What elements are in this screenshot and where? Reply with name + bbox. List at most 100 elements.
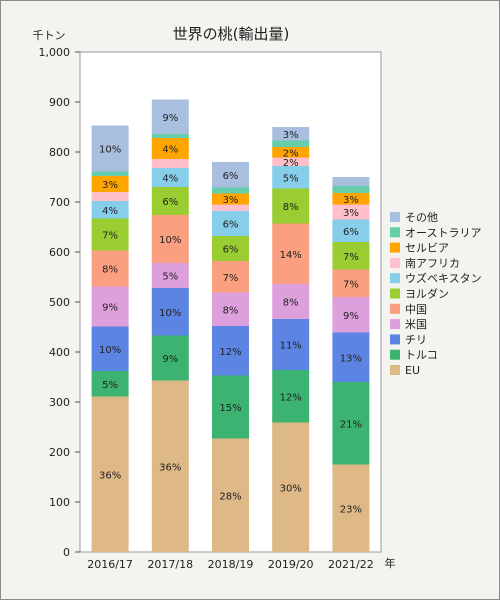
bar-segment-2-3 xyxy=(212,375,249,439)
legend-swatch xyxy=(390,303,400,314)
y-tick-label: 1,000 xyxy=(39,46,71,59)
bar-data-label: 9% xyxy=(162,113,178,124)
bar-data-label: 12% xyxy=(219,347,241,358)
chart-title: 世界の桃(輸出量) xyxy=(173,25,290,43)
bar-data-label: 28% xyxy=(219,491,241,502)
bar-segment-4-1 xyxy=(91,286,129,327)
bar-segment-1-2 xyxy=(151,380,189,552)
bar-segment-4-5 xyxy=(332,297,370,333)
bar-segment-9-2 xyxy=(151,138,189,159)
bar-segment-4-2 xyxy=(151,263,189,288)
bar-segment-6-4 xyxy=(272,188,310,224)
bar-data-label: 9% xyxy=(343,311,359,322)
x-tick-label: 2019/20 xyxy=(268,558,314,571)
y-tick-label: 900 xyxy=(49,96,70,109)
bar-data-label: 5% xyxy=(102,380,118,391)
bar-segment-11-4 xyxy=(272,127,310,141)
bar-data-label: 4% xyxy=(162,145,178,156)
bar-data-label: 9% xyxy=(162,354,178,365)
bar-segment-4-4 xyxy=(272,284,310,319)
bar-segment-6-5 xyxy=(332,242,370,270)
bar-segment-5-3 xyxy=(212,261,249,293)
bar-data-label: 10% xyxy=(99,345,121,356)
bar-data-label: 7% xyxy=(343,279,359,290)
legend-swatch xyxy=(390,349,400,360)
bar-segment-11-5 xyxy=(332,177,370,186)
bar-segment-7-1 xyxy=(91,201,129,219)
legend-label: 中国 xyxy=(405,303,427,316)
bar-data-label: 6% xyxy=(343,227,359,238)
bar-segment-9-5 xyxy=(332,193,370,205)
bars-group: 36% 5% 10% 9% 8% 7% 4% 3% 10% 36% 9% 10% 5% 10% 6% 4% 4%… xyxy=(91,99,370,552)
bar-segment-6-1 xyxy=(91,218,129,251)
bar-segment-2-1 xyxy=(91,371,129,397)
y-tick-label: 0 xyxy=(63,546,70,559)
bar-segment-8-4 xyxy=(272,157,310,166)
bar-segment-7-3 xyxy=(212,211,249,236)
bar-segment-3-1 xyxy=(91,326,129,371)
bar-data-label: 10% xyxy=(159,308,181,319)
bar-data-label: 4% xyxy=(102,206,118,217)
bar-data-label: 11% xyxy=(280,341,302,352)
legend-swatch xyxy=(390,257,400,268)
legend-label: 南アフリカ xyxy=(405,257,460,270)
bar-segment-1-3 xyxy=(212,438,249,552)
bar-data-label: 12% xyxy=(280,392,302,403)
legend-label: ヨルダン xyxy=(405,287,449,301)
legend-swatch xyxy=(390,319,400,330)
bar-segment-9-1 xyxy=(91,176,129,192)
bar-segment-8-2 xyxy=(151,159,189,168)
bar-data-label: 13% xyxy=(340,353,362,364)
legend-label: EU xyxy=(405,364,420,377)
bar-segment-6-2 xyxy=(151,187,189,215)
bar-data-label: 23% xyxy=(340,504,362,515)
bar-segment-11-2 xyxy=(151,99,189,134)
legend-swatch xyxy=(390,212,400,222)
bar-data-label: 36% xyxy=(99,470,121,481)
bar-segment-5-4 xyxy=(272,223,310,284)
legend-swatch xyxy=(390,365,400,375)
bar-data-label: 21% xyxy=(340,419,362,430)
bar-data-label: 15% xyxy=(219,403,241,414)
legend-label: セルビア xyxy=(405,242,449,255)
bar-segment-5-1 xyxy=(91,250,129,287)
bar-data-label: 8% xyxy=(283,202,299,213)
bar-segment-10-5 xyxy=(332,186,370,193)
y-axis-unit-label: 千トン xyxy=(33,29,66,42)
bar-segment-10-4 xyxy=(272,140,310,147)
bar-segment-7-4 xyxy=(272,166,310,189)
legend-label: チリ xyxy=(405,333,427,346)
bar-data-label: 3% xyxy=(343,195,359,206)
y-axis-ticks: 0 100 200 300 400 500 600 700 800 900 1,000 xyxy=(39,46,80,559)
y-tick-label: 200 xyxy=(49,446,70,459)
bar-segment-4-3 xyxy=(212,292,249,326)
legend-label: 米国 xyxy=(405,318,427,331)
bar-segment-6-3 xyxy=(212,236,249,261)
bar-data-label: 3% xyxy=(343,208,359,219)
y-tick-label: 400 xyxy=(49,346,70,359)
bar-data-label: 6% xyxy=(223,245,239,256)
bar-data-label: 7% xyxy=(343,252,359,263)
bar-segment-2-2 xyxy=(151,335,189,381)
legend-label: その他 xyxy=(405,211,438,224)
bar-segment-9-3 xyxy=(212,193,249,205)
y-tick-label: 500 xyxy=(49,296,70,309)
legend-label: ウズベキスタン xyxy=(405,271,482,285)
x-axis-unit-label: 年 xyxy=(385,556,396,570)
bar-data-label: 6% xyxy=(223,171,239,182)
bar-segment-10-3 xyxy=(212,187,249,194)
bar-segment-2-4 xyxy=(272,370,310,423)
bar-data-label: 3% xyxy=(102,180,118,191)
legend-swatch xyxy=(390,273,400,284)
bar-data-label: 5% xyxy=(283,173,299,184)
legend-swatch xyxy=(390,334,400,345)
bar-segment-5-5 xyxy=(332,269,370,297)
x-axis-ticks: 2016/17 2017/18 2018/19 2019/20 2021/22 xyxy=(87,558,374,571)
bar-data-label: 6% xyxy=(162,197,178,208)
bar-segment-8-5 xyxy=(332,204,370,220)
bar-segment-2-5 xyxy=(332,382,370,465)
bar-segment-7-5 xyxy=(332,219,370,242)
